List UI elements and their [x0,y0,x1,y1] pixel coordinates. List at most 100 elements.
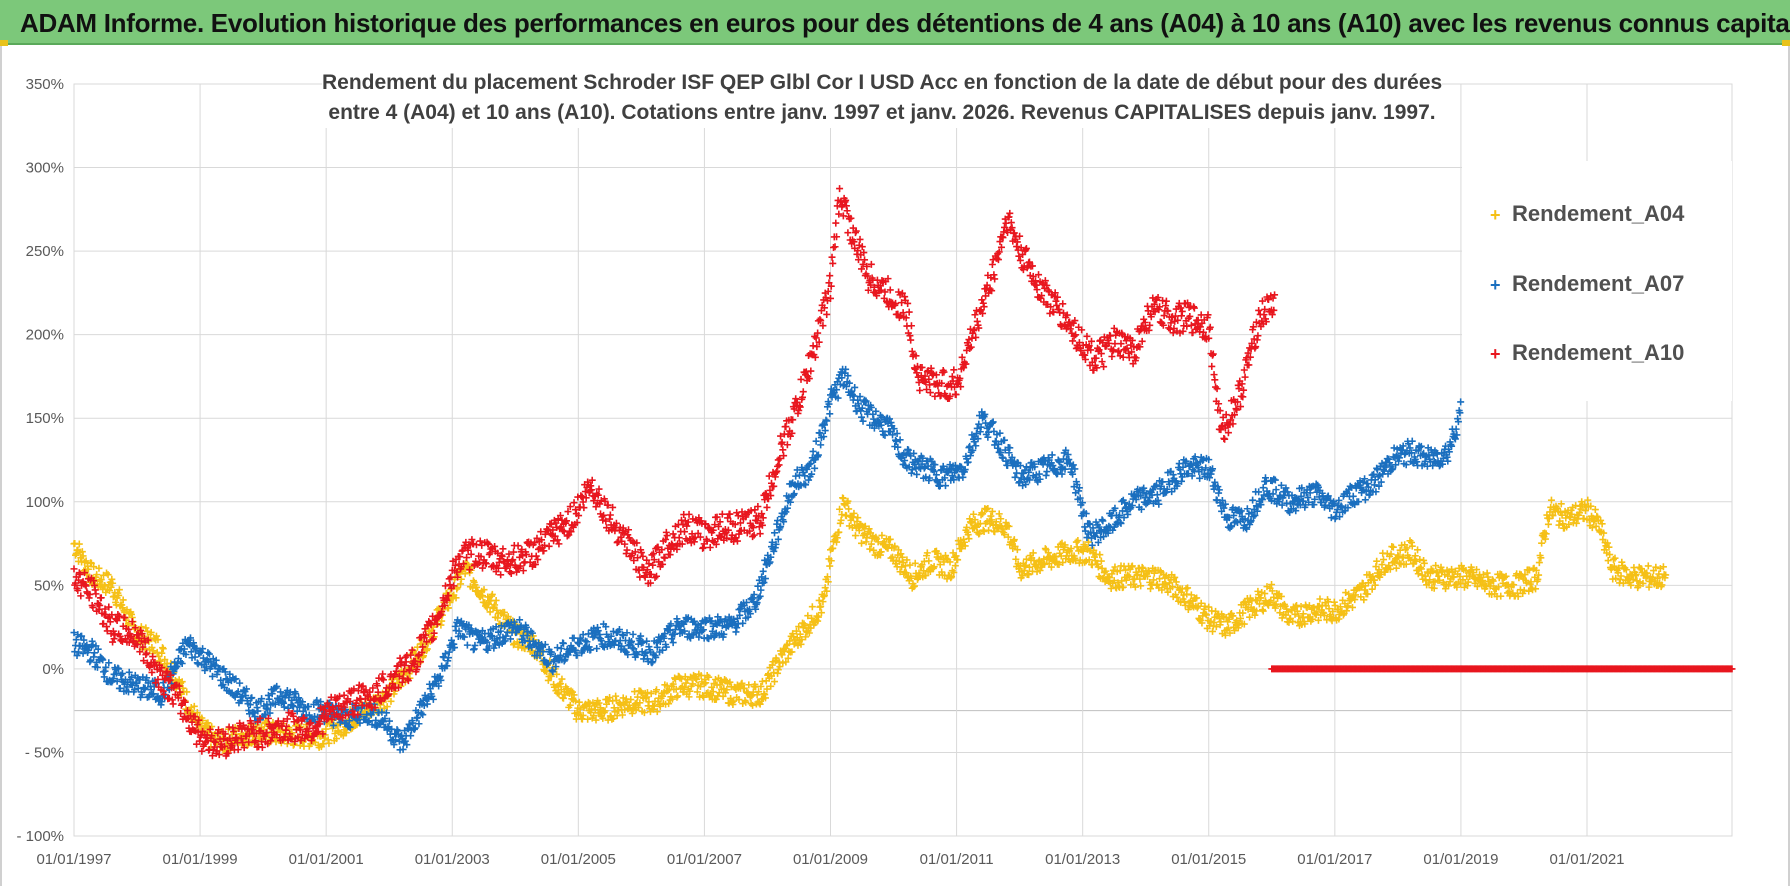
data-point-rendement-a04 [854,514,862,522]
data-point-rendement-a07 [1061,465,1069,473]
data-point-rendement-a07 [589,633,597,641]
data-point-rendement-a04 [322,725,330,733]
data-point-rendement-a07 [922,473,930,481]
data-point-rendement-a07 [242,692,250,700]
data-point-rendement-a04 [829,544,837,552]
data-point-rendement-a04 [861,522,869,530]
data-point-rendement-a04 [961,542,969,550]
data-point-rendement-a04 [823,587,831,595]
data-point-rendement-a04 [1336,603,1344,611]
data-point-rendement-a07 [242,685,250,693]
data-point-rendement-a10 [606,511,614,519]
data-point-rendement-a04 [79,552,87,560]
data-point-rendement-a07 [191,653,199,661]
data-point-rendement-a04 [1197,599,1205,607]
data-point-rendement-a04 [808,603,816,611]
data-point-rendement-a04 [101,582,109,590]
data-point-rendement-a07 [1016,478,1024,486]
data-point-rendement-a04 [836,505,844,513]
data-point-rendement-a04 [866,545,874,553]
data-point-rendement-a07 [346,723,354,731]
data-point-rendement-a04 [767,682,775,690]
data-point-rendement-a04 [576,705,584,713]
data-point-rendement-a04 [553,689,561,697]
data-point-rendement-a04 [1074,537,1082,545]
data-point-rendement-a04 [1108,570,1116,578]
data-point-rendement-a07 [1283,488,1291,496]
data-point-rendement-a07 [1330,500,1338,508]
data-point-rendement-a07 [950,476,958,484]
data-point-rendement-a04 [740,684,748,692]
data-point-rendement-a07 [484,646,492,654]
data-point-rendement-a04 [1380,556,1387,564]
data-point-rendement-a04 [1479,577,1487,585]
data-point-rendement-a07 [1408,449,1415,457]
data-point-rendement-a04 [878,531,886,539]
data-point-rendement-a07 [593,645,601,653]
data-point-rendement-a07 [1071,465,1079,473]
data-point-rendement-a07 [1249,513,1257,521]
data-point-rendement-a07 [268,690,276,698]
data-point-rendement-a07 [823,417,831,425]
data-point-rendement-a04 [1102,567,1110,575]
data-point-rendement-a07 [305,703,313,711]
data-point-rendement-a07 [1362,487,1370,495]
data-point-rendement-a04 [1193,594,1201,602]
data-point-rendement-a07 [435,682,443,690]
data-point-rendement-a07 [838,374,846,382]
data-point-rendement-a04 [665,700,673,708]
data-point-rendement-a04 [1577,505,1585,513]
data-point-rendement-a04 [969,510,977,518]
data-point-rendement-a07 [754,582,762,590]
data-point-rendement-a07 [904,446,912,454]
data-point-rendement-a07 [382,709,390,717]
data-point-rendement-a04 [1205,603,1213,611]
data-point-rendement-a04 [804,612,812,620]
data-point-rendement-a07 [850,392,858,400]
data-point-rendement-a07 [1022,463,1030,471]
data-point-rendement-a07 [892,437,900,445]
data-point-rendement-a07 [138,691,146,699]
data-point-rendement-a07 [1016,462,1024,470]
x-tick-label: 01/01/2005 [541,851,616,868]
data-point-rendement-a10 [109,638,117,646]
data-point-rendement-a04 [1371,581,1379,589]
data-point-rendement-a04 [193,709,201,717]
data-point-rendement-a07 [201,666,209,674]
data-point-rendement-a04 [948,573,956,581]
data-point-rendement-a07 [429,695,437,703]
data-point-rendement-a07 [790,490,798,498]
data-point-rendement-a04 [1542,530,1550,538]
data-point-rendement-a04 [784,654,792,662]
data-point-rendement-a04 [1629,576,1637,584]
data-point-rendement-a10 [532,552,540,560]
data-point-rendement-a07 [552,663,560,671]
data-point-rendement-a07 [910,449,918,457]
data-point-rendement-a04 [726,678,734,686]
data-point-rendement-a07 [1132,496,1140,504]
data-point-rendement-a04 [1653,574,1661,582]
data-point-rendement-a04 [776,663,784,671]
data-point-rendement-a07 [236,679,244,687]
data-point-rendement-a10 [111,631,119,639]
data-point-rendement-a07 [559,639,567,647]
data-point-rendement-a04 [674,692,682,700]
data-point-rendement-a04 [653,686,661,694]
data-point-rendement-a04 [1617,572,1625,580]
data-point-rendement-a04 [601,707,609,715]
data-point-rendement-a04 [891,542,899,550]
data-point-rendement-a07 [615,626,623,634]
data-point-rendement-a07 [1036,475,1044,483]
data-point-rendement-a04 [1085,556,1093,564]
data-point-rendement-a07 [1099,517,1107,525]
data-point-rendement-a07 [1404,440,1412,448]
data-point-rendement-a04 [827,557,835,565]
data-point-rendement-a07 [1105,522,1113,530]
data-point-rendement-a07 [1025,468,1033,476]
data-point-rendement-a04 [570,691,578,699]
data-point-rendement-a04 [1532,566,1540,574]
data-point-rendement-a04 [1389,543,1397,551]
data-point-rendement-a04 [1385,562,1393,570]
data-point-rendement-a10 [669,530,677,538]
data-point-rendement-a04 [1364,590,1372,598]
